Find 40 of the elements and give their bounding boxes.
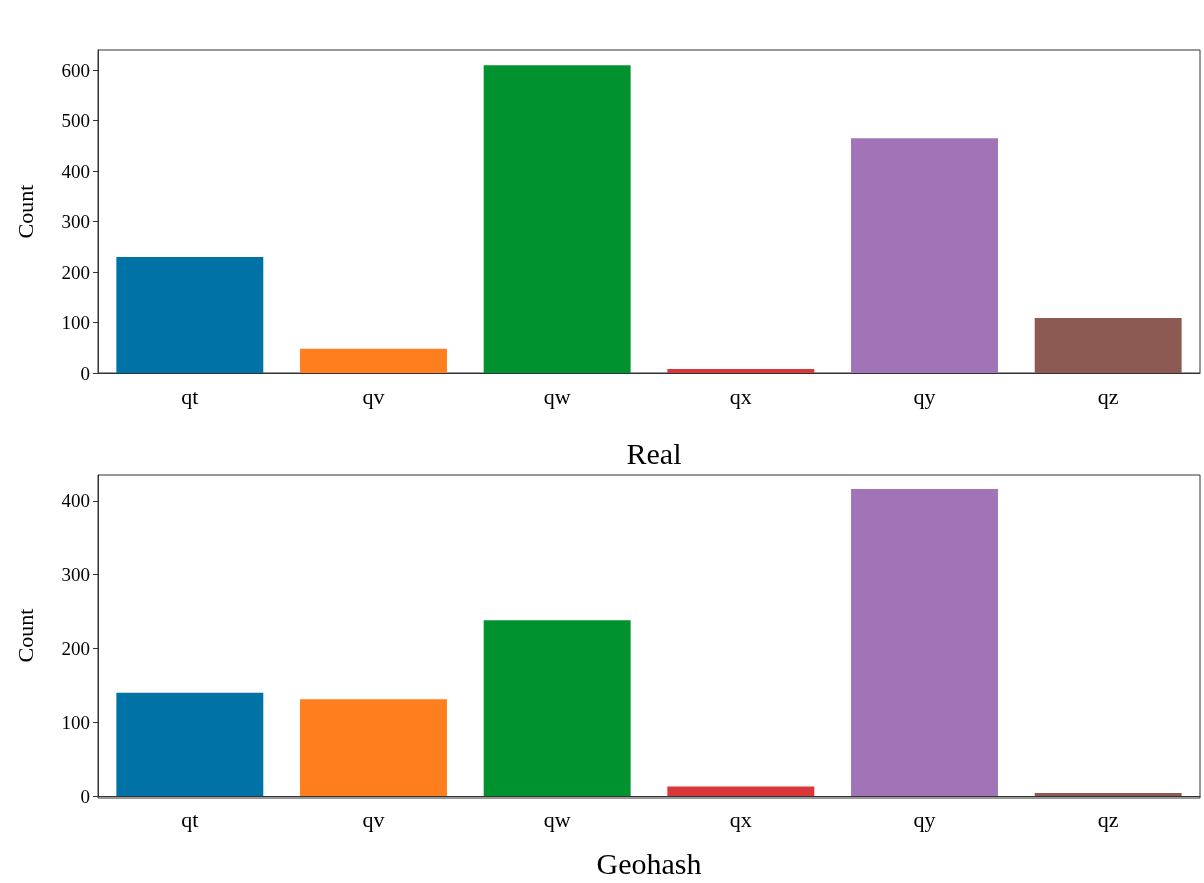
y-tick-label: 500: [61, 110, 90, 132]
y-tick-label: 200: [61, 261, 90, 283]
x-tick-label: qt: [181, 806, 199, 832]
x-tick-label: qy: [913, 383, 936, 409]
bar: [483, 620, 631, 796]
y-tick-label: 400: [61, 160, 90, 182]
y-tick-label: 300: [61, 211, 90, 233]
bar: [1034, 317, 1182, 373]
x-tick-label: qy: [913, 806, 936, 832]
x-tick-label: qv: [362, 806, 385, 832]
y-axis-title: Count: [12, 184, 38, 239]
y-axis-title: Count: [12, 608, 38, 663]
y-tick-label: 0: [80, 362, 90, 384]
y-tick-label: 100: [61, 711, 90, 733]
x-tick-label: qz: [1097, 806, 1119, 832]
y-tick-label: 0: [80, 785, 90, 807]
x-tick-label: qx: [729, 383, 752, 409]
x-tick-label: qt: [181, 383, 199, 409]
y-tick-label: 100: [61, 312, 90, 334]
bar: [851, 489, 998, 796]
bar: [116, 256, 264, 373]
x-tick-label: qw: [543, 806, 571, 832]
y-tick-label: 400: [61, 490, 90, 512]
bar: [667, 786, 815, 796]
x-tick-label: qx: [729, 806, 752, 832]
bar: [667, 368, 815, 373]
x-tick-label: qv: [362, 383, 385, 409]
bar: [116, 692, 264, 796]
bar: [300, 348, 447, 373]
bar: [851, 138, 998, 373]
bar: [483, 65, 631, 373]
bar: [1034, 793, 1182, 796]
chart-title: Real: [626, 436, 682, 470]
x-axis-title: Geohash: [596, 846, 702, 880]
x-tick-label: qw: [543, 383, 571, 409]
y-tick-label: 300: [61, 564, 90, 586]
y-tick-label: 200: [61, 637, 90, 659]
x-tick-label: qz: [1097, 383, 1119, 409]
bar: [300, 699, 447, 796]
y-tick-label: 600: [61, 59, 90, 81]
